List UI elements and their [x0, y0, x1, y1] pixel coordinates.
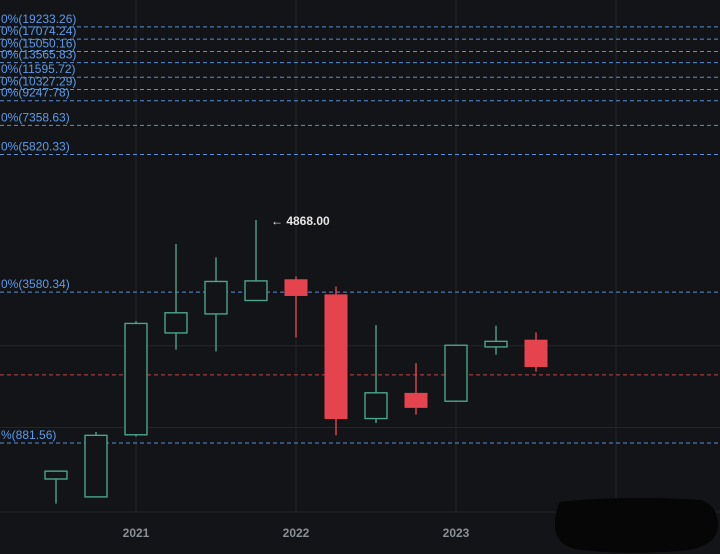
- candle-bear[interactable]: [524, 332, 548, 372]
- candle-body: [364, 392, 388, 420]
- candle-body: [244, 280, 268, 302]
- fib-level-label: %(881.56): [1, 428, 56, 442]
- candles[interactable]: [44, 220, 548, 504]
- candle-bull[interactable]: [124, 321, 148, 437]
- fib-level-label: 0%(10327.29): [1, 75, 76, 89]
- high-price-label: ← 4868.00: [271, 214, 330, 228]
- candle-body: [124, 322, 148, 436]
- fib-level-label: 0%(15050.16): [1, 36, 76, 50]
- candle-body: [444, 344, 468, 402]
- candle-body: [484, 340, 508, 348]
- candle-body: [284, 279, 308, 296]
- candle-body: [164, 312, 188, 334]
- candle-body: [324, 294, 348, 420]
- fib-level-label: 0%(3580.34): [1, 277, 70, 291]
- fib-level-label: 0%(19233.26): [1, 12, 76, 26]
- fib-level-label: 0%(17074.24): [1, 24, 76, 38]
- grid: [0, 0, 720, 513]
- candle-bull[interactable]: [484, 325, 508, 355]
- candle-body: [524, 339, 548, 368]
- fib-level-label: 0%(7358.63): [1, 110, 70, 124]
- candle-bear[interactable]: [324, 286, 348, 436]
- x-axis-tick-label: 2021: [123, 526, 150, 540]
- candle-bull[interactable]: [164, 243, 188, 350]
- candle-body: [404, 392, 428, 408]
- candle-bull[interactable]: [204, 257, 228, 352]
- redaction-blob: [554, 497, 718, 553]
- candle-body: [204, 280, 228, 315]
- x-axis-tick-label: 2023: [443, 526, 470, 540]
- candle-bear[interactable]: [284, 276, 308, 338]
- candle-body: [44, 470, 68, 480]
- candle-bull[interactable]: [444, 344, 468, 402]
- candle-bull[interactable]: [364, 325, 388, 424]
- fib-level-label: 0%(13565.83): [1, 48, 76, 62]
- candle-bear[interactable]: [404, 363, 428, 415]
- redacted-region: [554, 497, 718, 553]
- fib-level-label: 0%(11595.72): [1, 62, 76, 76]
- fib-level-label: 0%(5820.33): [1, 139, 70, 153]
- x-axis-tick-label: 2022: [283, 526, 310, 540]
- fibonacci-levels[interactable]: 0%(19233.26)0%(17074.24)0%(15050.16)0%(1…: [0, 12, 720, 444]
- candle-bull[interactable]: [84, 431, 108, 498]
- fib-level-label: 0%(9247.78): [1, 86, 70, 100]
- candle-bull[interactable]: [244, 220, 268, 302]
- high-annotation: ← 4868.00: [271, 214, 330, 228]
- candle-body: [84, 434, 108, 498]
- candle-bull[interactable]: [44, 470, 68, 504]
